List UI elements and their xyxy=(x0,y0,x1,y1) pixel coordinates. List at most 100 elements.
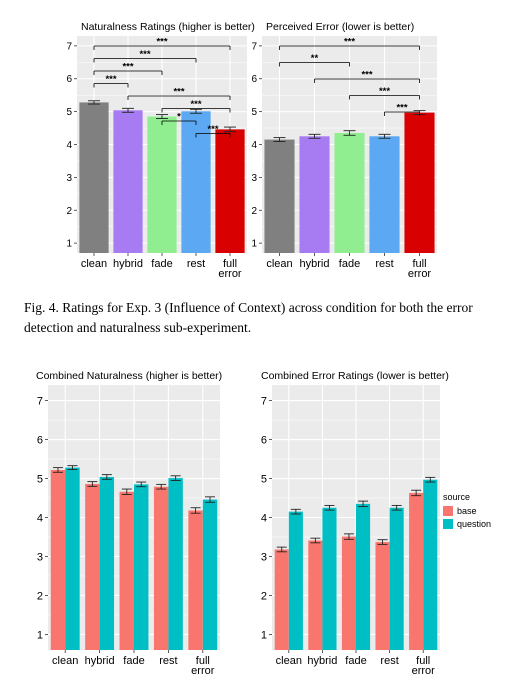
significance-label: *** xyxy=(207,124,218,135)
bar-base-fade xyxy=(119,491,134,650)
bar-question-full-error xyxy=(202,499,218,650)
x-tick-label: hybrid xyxy=(300,258,330,270)
bar-rest xyxy=(369,136,400,253)
x-tick-label: fade xyxy=(345,655,366,667)
x-tick-label: full xyxy=(412,258,426,270)
y-tick-label: 7 xyxy=(251,41,257,52)
x-tick-label: clean xyxy=(81,258,107,270)
bar-question-hybrid xyxy=(99,476,115,650)
y-tick-label: 5 xyxy=(66,107,72,118)
y-tick-label: 5 xyxy=(261,473,267,485)
bar-question-clean xyxy=(65,467,80,650)
y-tick-label: 4 xyxy=(37,512,43,524)
x-tick-label: rest xyxy=(380,655,398,667)
legend-swatch-question xyxy=(443,519,453,529)
bar-hybrid xyxy=(299,136,330,253)
bar-fade xyxy=(334,132,365,253)
significance-bracket: *** xyxy=(384,103,420,116)
bar-question-rest xyxy=(168,478,183,650)
y-tick-label: 1 xyxy=(261,629,267,641)
y-tick-label: 4 xyxy=(66,140,72,151)
y-tick-label: 6 xyxy=(261,434,267,446)
x-tick-label: full xyxy=(416,655,430,667)
significance-label: *** xyxy=(122,62,133,73)
y-tick-label: 6 xyxy=(37,434,43,446)
bar-base-clean xyxy=(50,469,66,650)
legend-swatch-base xyxy=(443,506,453,516)
y-tick-label: 2 xyxy=(251,206,257,217)
bar-base-full-error xyxy=(409,492,424,650)
significance-label: *** xyxy=(344,37,355,48)
bar-full-error xyxy=(404,112,435,253)
y-tick-label: 7 xyxy=(37,395,43,407)
chart-title: Combined Naturalness (higher is better) xyxy=(36,370,222,382)
significance-label: *** xyxy=(379,86,390,97)
significance-bracket: *** xyxy=(93,49,197,63)
bar-full-error xyxy=(215,129,245,253)
bar-base-hybrid xyxy=(308,540,323,650)
significance-bracket: *** xyxy=(93,62,163,75)
x-tick-label: error xyxy=(218,268,242,280)
x-tick-label: rest xyxy=(159,655,177,667)
significance-bracket: *** xyxy=(195,124,231,138)
significance-bracket: *** xyxy=(93,74,129,88)
legend-item-question: question xyxy=(443,519,491,529)
significance-label: *** xyxy=(361,70,372,81)
bar-base-fade xyxy=(341,536,356,650)
y-tick-label: 4 xyxy=(251,140,257,151)
significance-label: *** xyxy=(396,103,407,114)
y-tick-label: 6 xyxy=(251,74,257,85)
bar-base-clean xyxy=(274,549,289,650)
bar-question-full-error xyxy=(423,479,438,650)
legend-label-question: question xyxy=(457,519,492,529)
x-tick-label: fade xyxy=(123,655,144,667)
y-tick-label: 7 xyxy=(261,395,267,407)
bar-base-rest xyxy=(153,486,169,650)
significance-label: *** xyxy=(173,87,184,98)
bar-question-clean xyxy=(288,511,303,650)
bar-fade xyxy=(147,116,177,253)
y-tick-label: 7 xyxy=(66,41,72,52)
significance-bracket: *** xyxy=(279,37,420,50)
bar-base-rest xyxy=(375,542,390,650)
legend-label-base: base xyxy=(457,506,477,516)
significance-label: ** xyxy=(311,53,319,64)
x-tick-label: error xyxy=(412,665,436,677)
y-tick-label: 6 xyxy=(66,74,72,85)
x-tick-label: error xyxy=(191,665,215,677)
legend: source base question xyxy=(443,492,491,532)
y-tick-label: 2 xyxy=(37,590,43,602)
x-tick-label: hybrid xyxy=(113,258,143,270)
significance-bracket: ** xyxy=(279,53,350,67)
legend-item-base: base xyxy=(443,506,491,516)
y-tick-label: 5 xyxy=(37,473,43,485)
significance-bracket: *** xyxy=(161,99,231,113)
significance-bracket: *** xyxy=(314,70,420,83)
bar-question-rest xyxy=(389,507,404,650)
bar-rest xyxy=(181,111,211,254)
y-tick-label: 3 xyxy=(261,551,267,563)
y-tick-label: 3 xyxy=(66,173,72,184)
bar-question-hybrid xyxy=(322,507,337,650)
x-tick-label: hybrid xyxy=(307,655,337,667)
y-tick-label: 2 xyxy=(261,590,267,602)
y-tick-label: 3 xyxy=(37,551,43,563)
bar-clean xyxy=(264,139,295,253)
bar-clean xyxy=(79,102,109,253)
bar-base-hybrid xyxy=(85,483,100,650)
significance-label: * xyxy=(177,112,181,123)
y-tick-label: 3 xyxy=(251,173,257,184)
significance-label: *** xyxy=(139,49,150,60)
y-tick-label: 1 xyxy=(251,239,257,250)
chart-title: Perceived Error (lower is better) xyxy=(266,21,414,33)
x-tick-label: error xyxy=(408,268,432,280)
x-tick-label: fade xyxy=(151,258,172,270)
significance-bracket: *** xyxy=(349,86,420,100)
y-tick-label: 1 xyxy=(66,239,72,250)
figure-caption: Fig. 4. Ratings for Exp. 3 (Influence of… xyxy=(24,300,473,335)
significance-label: *** xyxy=(190,99,201,110)
bar-hybrid xyxy=(113,110,143,253)
bar-question-fade xyxy=(134,484,149,650)
x-tick-label: full xyxy=(223,258,237,270)
